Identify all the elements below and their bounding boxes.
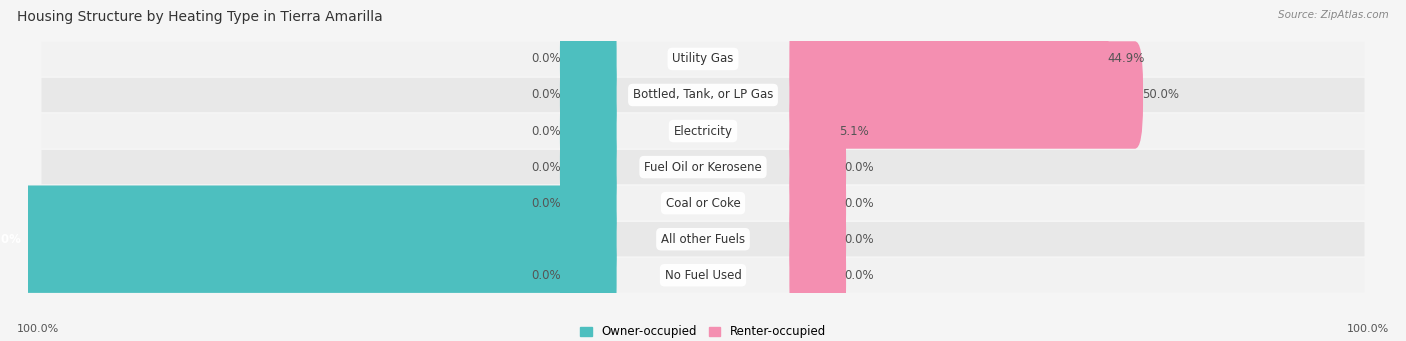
- FancyBboxPatch shape: [560, 77, 617, 185]
- FancyBboxPatch shape: [789, 149, 846, 257]
- FancyBboxPatch shape: [789, 113, 846, 221]
- FancyBboxPatch shape: [42, 42, 1364, 76]
- FancyBboxPatch shape: [560, 222, 617, 329]
- Text: 100.0%: 100.0%: [17, 324, 59, 334]
- Text: Coal or Coke: Coal or Coke: [665, 197, 741, 210]
- Text: 0.0%: 0.0%: [531, 124, 561, 137]
- FancyBboxPatch shape: [789, 222, 846, 329]
- Text: 0.0%: 0.0%: [531, 269, 561, 282]
- Text: 0.0%: 0.0%: [845, 233, 875, 246]
- Text: Fuel Oil or Kerosene: Fuel Oil or Kerosene: [644, 161, 762, 174]
- Text: 0.0%: 0.0%: [531, 89, 561, 102]
- FancyBboxPatch shape: [560, 41, 617, 149]
- Text: No Fuel Used: No Fuel Used: [665, 269, 741, 282]
- Text: 100.0%: 100.0%: [1347, 324, 1389, 334]
- Text: 100.0%: 100.0%: [0, 233, 21, 246]
- Text: Electricity: Electricity: [673, 124, 733, 137]
- FancyBboxPatch shape: [789, 41, 1143, 149]
- Text: All other Fuels: All other Fuels: [661, 233, 745, 246]
- Text: 0.0%: 0.0%: [845, 197, 875, 210]
- Text: Source: ZipAtlas.com: Source: ZipAtlas.com: [1278, 10, 1389, 20]
- FancyBboxPatch shape: [42, 78, 1364, 112]
- FancyBboxPatch shape: [20, 186, 617, 293]
- FancyBboxPatch shape: [560, 5, 617, 113]
- FancyBboxPatch shape: [789, 77, 839, 185]
- FancyBboxPatch shape: [42, 150, 1364, 184]
- Text: 0.0%: 0.0%: [531, 53, 561, 65]
- FancyBboxPatch shape: [42, 114, 1364, 148]
- Text: 50.0%: 50.0%: [1142, 89, 1178, 102]
- Text: 0.0%: 0.0%: [531, 197, 561, 210]
- Text: 5.1%: 5.1%: [838, 124, 869, 137]
- FancyBboxPatch shape: [789, 5, 1108, 113]
- Legend: Owner-occupied, Renter-occupied: Owner-occupied, Renter-occupied: [575, 321, 831, 341]
- FancyBboxPatch shape: [560, 149, 617, 257]
- FancyBboxPatch shape: [42, 258, 1364, 292]
- FancyBboxPatch shape: [789, 186, 846, 293]
- FancyBboxPatch shape: [42, 222, 1364, 256]
- FancyBboxPatch shape: [42, 186, 1364, 220]
- Text: 0.0%: 0.0%: [845, 161, 875, 174]
- Text: 44.9%: 44.9%: [1108, 53, 1144, 65]
- Text: 0.0%: 0.0%: [531, 161, 561, 174]
- Text: Bottled, Tank, or LP Gas: Bottled, Tank, or LP Gas: [633, 89, 773, 102]
- FancyBboxPatch shape: [560, 113, 617, 221]
- Text: 0.0%: 0.0%: [845, 269, 875, 282]
- Text: Housing Structure by Heating Type in Tierra Amarilla: Housing Structure by Heating Type in Tie…: [17, 10, 382, 24]
- Text: Utility Gas: Utility Gas: [672, 53, 734, 65]
